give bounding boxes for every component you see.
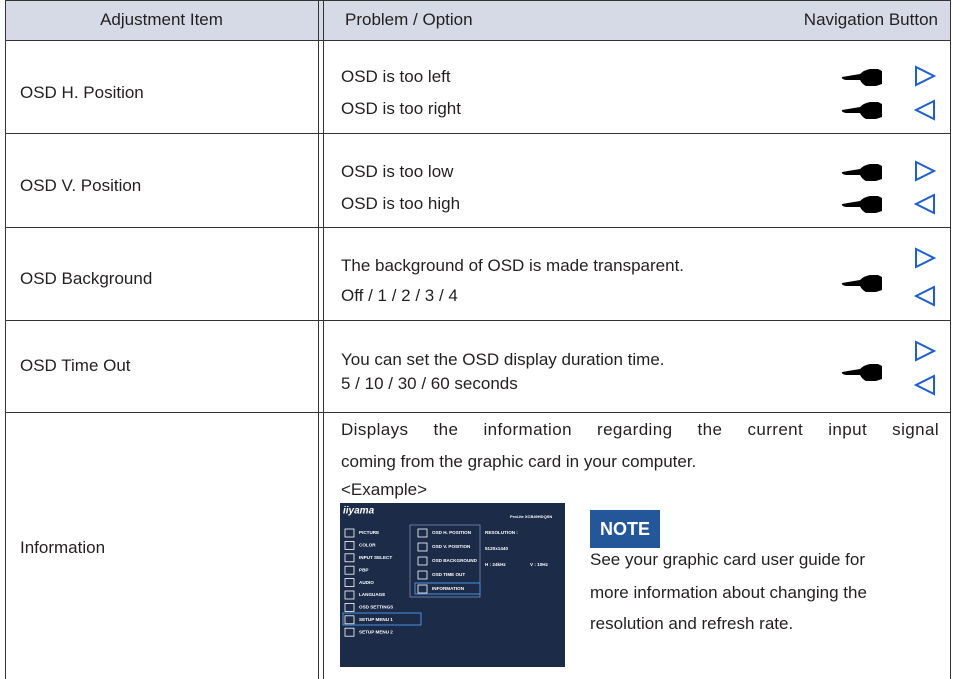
option: OSD is too high	[341, 194, 461, 213]
osd-menu-item: INPUT SELECT	[359, 555, 392, 560]
option: OSD is too right	[341, 99, 461, 118]
osd-icon	[344, 553, 355, 563]
osd-icon	[417, 528, 428, 538]
rule	[5, 412, 950, 413]
osd-submenu-item: OSD V. POSITION	[432, 544, 471, 549]
osd-menu-item: SETUP MENU 2	[359, 629, 393, 634]
osd-menu-item: SETUP MENU 1	[359, 617, 393, 622]
osd-menu-item: PICTURE	[359, 530, 379, 535]
rule	[5, 227, 950, 228]
option: OSD is too low	[341, 162, 454, 181]
note-text: See your graphic card user guide for	[590, 550, 865, 569]
item: OSD Time Out	[20, 356, 131, 375]
osd-icon	[417, 570, 428, 580]
osd-submenu-item: OSD TIME OUT	[432, 572, 465, 577]
header-cell: Problem / Option	[345, 10, 473, 29]
option: OSD is too left	[341, 67, 451, 86]
paragraph: coming from the graphic card in your com…	[341, 452, 697, 471]
osd-submenu-item: OSD BACKGROUND	[432, 558, 478, 563]
note-text: resolution and refresh rate.	[590, 614, 794, 633]
rule	[5, 40, 950, 41]
osd-menu-item: COLOR	[359, 543, 376, 548]
option: Off / 1 / 2 / 3 / 4	[341, 286, 458, 305]
osd-icon	[344, 603, 355, 612]
osd-menu-item: OSD SETTINGS	[359, 605, 393, 610]
note-text: more information about changing the	[590, 583, 867, 602]
note-title: NOTE	[590, 510, 660, 548]
osd-icon	[417, 542, 428, 552]
rule	[5, 133, 950, 134]
osd-model: ProLite XCB49HDQSN	[510, 514, 552, 519]
example-label: <Example>	[341, 480, 427, 499]
rule	[950, 0, 951, 679]
osd-submenu-item: INFORMATION	[432, 586, 465, 591]
osd-icon	[344, 528, 355, 538]
rule	[323, 0, 324, 679]
rule	[5, 0, 950, 1]
item: OSD H. Position	[20, 83, 144, 102]
osd-info: 5120x1440	[485, 546, 508, 551]
item: OSD Background	[20, 269, 153, 288]
item: OSD V. Position	[20, 176, 142, 195]
rule	[5, 320, 950, 321]
osd-menu-item: LANGUAGE	[359, 592, 385, 597]
osd-icon	[344, 615, 355, 625]
osd-submenu-item: OSD H. POSITION	[432, 530, 472, 535]
osd-icon	[344, 590, 355, 600]
osd-info: RESOLUTION :	[485, 530, 518, 535]
osd-brand: iiyama	[343, 506, 375, 517]
nav-row	[841, 66, 935, 395]
paragraph: Displays the information regarding the c…	[341, 420, 939, 439]
osd-icon	[344, 565, 355, 575]
header-row	[5, 0, 950, 40]
item: Information	[20, 538, 106, 557]
osd-screenshot: iiyama ProLite XCB49HDQSN PICTURE COLOR IN…	[340, 503, 565, 667]
osd-icon	[344, 541, 355, 550]
rule	[5, 0, 6, 679]
osd-icon	[417, 584, 428, 594]
osd-info: H : 24kHz	[485, 562, 506, 567]
header-cell: Navigation Button	[803, 10, 938, 29]
header-cell: Adjustment Item	[100, 10, 223, 29]
osd-icon	[344, 578, 355, 587]
osd-info: V : 10Hz	[530, 562, 549, 567]
rule	[318, 0, 319, 679]
option: 5 / 10 / 30 / 60 seconds	[341, 374, 518, 393]
osd-menu-item: AUDIO	[359, 580, 374, 585]
option: You can set the OSD display duration tim…	[341, 350, 665, 369]
osd-icon	[417, 556, 428, 566]
option: The background of OSD is made transparen…	[341, 256, 685, 275]
osd-icon	[344, 627, 355, 637]
osd-menu-item: PBP	[359, 567, 368, 572]
